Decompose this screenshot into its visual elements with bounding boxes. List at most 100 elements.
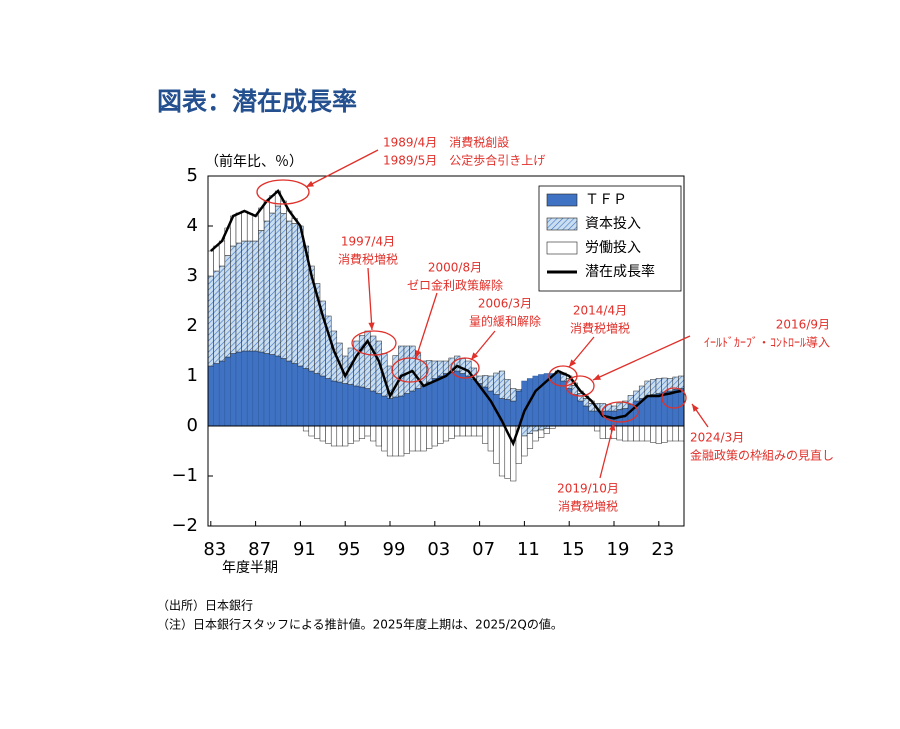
bar <box>644 395 651 427</box>
bar <box>218 360 226 427</box>
bar <box>448 371 455 427</box>
annotation-text: ゼロ金利政策解除 <box>407 278 503 293</box>
bar <box>538 429 545 438</box>
bar <box>314 425 321 439</box>
annotation-arrowhead <box>368 322 375 330</box>
bar <box>386 398 394 427</box>
bar <box>246 350 254 427</box>
bar <box>403 393 410 427</box>
bar <box>470 425 478 437</box>
annotation-arrow <box>305 149 379 188</box>
bar <box>459 425 466 437</box>
bar <box>291 363 298 427</box>
annotation-text: 金融政策の枠組みの見直し <box>690 448 834 463</box>
bar <box>504 399 511 427</box>
bar <box>633 390 640 402</box>
bar <box>241 350 248 427</box>
annotation-arrow <box>367 267 373 331</box>
bar <box>314 373 321 427</box>
bar <box>543 428 550 434</box>
bar <box>398 395 405 427</box>
bar <box>554 373 562 427</box>
bar <box>325 378 332 427</box>
bar <box>398 345 405 397</box>
x-tick-label: 83 <box>203 539 226 560</box>
footnote: （注）日本銀行スタッフによる推計値。2025年度上期は、2025/2Qの値。 <box>157 617 563 632</box>
bar <box>521 425 528 437</box>
y-tick-label: 0 <box>187 415 198 436</box>
source-note: （出所）日本銀行 <box>157 599 253 613</box>
bar <box>588 410 595 427</box>
bar <box>476 425 483 437</box>
bar <box>459 373 466 427</box>
annotation-text: 消費税増税 <box>338 252 398 267</box>
bar <box>526 425 534 434</box>
bar <box>431 378 438 427</box>
bar <box>218 265 226 362</box>
bar <box>526 433 534 449</box>
bar <box>414 388 422 427</box>
bar <box>302 368 310 427</box>
bar <box>616 402 623 410</box>
annotation-ellipse <box>450 357 480 379</box>
bar <box>498 370 506 399</box>
bar <box>319 375 326 427</box>
bar <box>370 390 377 427</box>
bar <box>370 425 377 442</box>
bar <box>207 365 214 427</box>
bar <box>571 394 578 427</box>
bar <box>594 425 601 432</box>
x-tick-label: 99 <box>383 539 406 560</box>
bar <box>358 425 366 439</box>
annotation-arrowhead <box>692 404 699 412</box>
y-tick-label: −1 <box>171 465 198 486</box>
x-tick-label: 19 <box>607 539 630 560</box>
bar <box>442 373 450 427</box>
bar <box>319 425 326 442</box>
bar <box>308 370 315 427</box>
bar <box>482 425 489 444</box>
bar <box>381 395 388 427</box>
bar <box>504 379 511 400</box>
bar <box>661 425 668 443</box>
bar <box>414 425 422 452</box>
bar <box>353 425 360 442</box>
bar <box>465 425 472 437</box>
bar <box>258 230 265 353</box>
bar <box>347 384 354 427</box>
bar <box>325 425 332 444</box>
bar <box>442 425 450 442</box>
y-axis-label: （前年比、％） <box>205 153 303 170</box>
plot-frame <box>207 175 685 527</box>
chart-title: 図表：潜在成長率 <box>157 87 357 116</box>
annotation-text: 消費税増税 <box>570 321 630 336</box>
bar <box>409 425 416 452</box>
bar <box>409 390 416 427</box>
bar <box>633 425 640 442</box>
annotation-ellipse <box>601 401 639 423</box>
bar <box>487 375 494 392</box>
bar <box>510 400 517 427</box>
bar <box>599 425 606 439</box>
annotation-arrowhead <box>609 423 616 431</box>
bar <box>280 358 287 427</box>
bar <box>230 353 237 427</box>
bar <box>454 370 461 427</box>
annotation-arrowhead <box>593 374 601 380</box>
bar <box>297 225 304 367</box>
bar <box>616 425 623 441</box>
bar <box>213 363 220 427</box>
annotation-arrowhead <box>306 180 314 187</box>
bar <box>582 398 590 407</box>
annotation-text: 2000/8月 <box>428 261 482 275</box>
bar <box>655 378 662 394</box>
x-tick-label: 03 <box>427 539 450 560</box>
bar <box>375 393 382 427</box>
bar <box>336 425 343 447</box>
bar <box>336 381 343 427</box>
bar <box>644 380 651 397</box>
x-tick-label: 07 <box>472 539 495 560</box>
bar <box>426 360 433 383</box>
bar <box>678 425 685 442</box>
legend-swatch <box>546 193 578 207</box>
